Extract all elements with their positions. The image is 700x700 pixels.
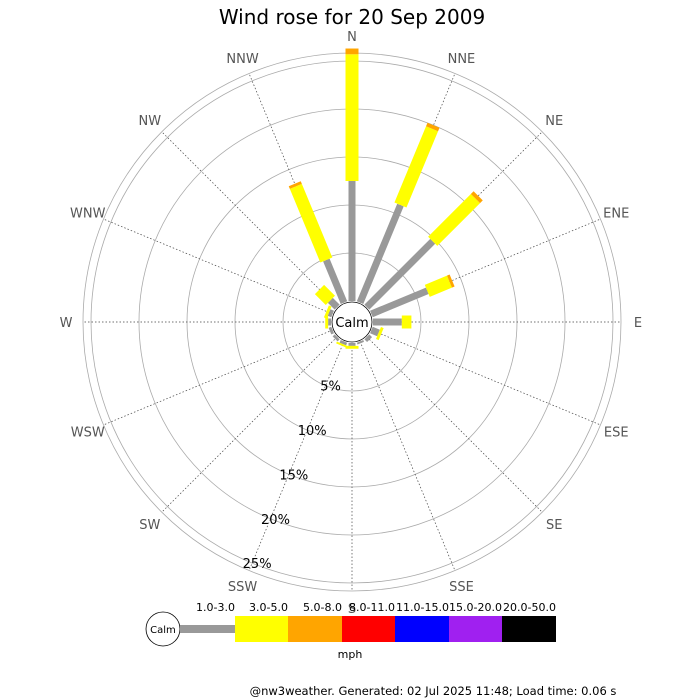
ring-label-4: 20% (261, 513, 290, 528)
direction-label-wnw: WNW (70, 207, 106, 222)
bar-w-bin-2 (325, 315, 329, 329)
spoke-wsw (103, 329, 333, 426)
legend-label-7: 20.0-50.0 (503, 601, 556, 614)
bar-s-bin-2 (345, 345, 359, 349)
legend-label-1: 1.0-3.0 (196, 601, 235, 614)
bar-nne-bin-2 (394, 126, 439, 208)
calm-label: Calm (335, 316, 368, 331)
legend: Calm 1.0-3.0 3.0-5.0 5.0-8.0 8.0-11.0 11.0-1… (145, 601, 556, 661)
direction-labels: N NNE NE ENE E ESE SE SSE S SSW SW WSW W WNW NW NNW (60, 30, 643, 617)
calm-circle (331, 301, 373, 343)
direction-label-e: E (634, 316, 642, 331)
ring-labels: 5% 10% 15% 20% 25% (243, 380, 341, 572)
legend-calm-label: Calm (150, 625, 176, 636)
bar-ssw-bin-1 (339, 340, 348, 346)
legend-label-6: 15.0-20.0 (449, 601, 502, 614)
bar-w-bin-1 (328, 318, 332, 326)
direction-label-se: SE (546, 518, 562, 533)
bar-ne-bin-1 (364, 238, 436, 310)
spoke-sw (161, 336, 338, 513)
bar-nne-bin-3 (426, 122, 440, 132)
direction-label-w: W (60, 316, 73, 331)
calm-center: Calm (331, 301, 373, 343)
footer-text: @nw3weather. Generated: 02 Jul 2025 11:4… (250, 684, 617, 698)
legend-items: 1.0-3.0 3.0-5.0 5.0-8.0 8.0-11.0 11.0-15.0 15… (180, 601, 556, 642)
ring-label-3: 15% (279, 468, 308, 483)
direction-label-ese: ESE (604, 425, 629, 440)
spoke-sse (359, 341, 456, 571)
legend-unit: mph (338, 648, 363, 661)
legend-label-5: 11.0-15.0 (396, 601, 449, 614)
bar-ene-bin-1 (370, 287, 429, 318)
chart-title: Wind rose for 20 Sep 2009 (219, 5, 485, 29)
bar-wsw-bin-1 (328, 326, 334, 335)
legend-label-4: 8.0-11.0 (349, 601, 395, 614)
spoke-wnw (103, 218, 333, 315)
bar-nnw-bin-2 (289, 183, 333, 263)
bar-wnw-bin-2 (323, 305, 332, 319)
direction-label-nw: NW (138, 114, 161, 129)
legend-swatch-1 (180, 625, 235, 633)
bar-ese-bin-1 (370, 326, 380, 337)
spoke-ene (371, 218, 601, 315)
bar-ene-bin-3 (446, 274, 455, 288)
wind-bars (288, 48, 483, 349)
ring-label-2: 10% (298, 424, 327, 439)
bar-ene-bin-2 (424, 275, 452, 297)
bar-e-bin-2 (401, 315, 412, 329)
bar-sw-bin-1 (332, 334, 340, 342)
bar-sse-bin-1 (356, 340, 365, 345)
direction-label-nne: NNE (448, 52, 476, 67)
spoke-ese (371, 329, 601, 426)
legend-label-2: 3.0-5.0 (249, 601, 288, 614)
direction-label-ene: ENE (603, 207, 629, 222)
direction-label-nnw: NNW (226, 52, 258, 67)
legend-label-3: 5.0-8.0 (303, 601, 342, 614)
ring-label-5: 25% (243, 557, 272, 572)
bar-ese-bin-2 (376, 326, 384, 341)
bar-n-bin-2 (345, 54, 359, 181)
bar-n-bin-3 (345, 48, 359, 55)
legend-swatch-4 (342, 616, 395, 642)
spoke-se (366, 336, 543, 513)
bar-ssw-bin-2 (336, 341, 349, 349)
direction-label-ne: NE (545, 114, 563, 129)
bar-ne-bin-3 (470, 191, 483, 204)
legend-swatch-6 (449, 616, 502, 642)
spoke-ssw (248, 341, 345, 571)
direction-label-ssw: SSW (228, 580, 258, 595)
bar-nw-bin-1 (327, 297, 340, 310)
bar-e-bin-1 (373, 318, 402, 326)
ring-label-1: 5% (320, 380, 341, 395)
legend-swatch-7 (502, 616, 556, 642)
bar-s-bin-1 (348, 343, 356, 346)
bar-nnw-bin-3 (288, 181, 302, 189)
direction-label-wsw: WSW (71, 425, 105, 440)
bar-ne-bin-2 (428, 193, 481, 246)
bar-se-bin-1 (364, 334, 373, 343)
direction-label-n: N (347, 30, 357, 45)
legend-swatch-5 (395, 616, 449, 642)
bar-nnw-bin-1 (323, 258, 348, 304)
bar-wnw-bin-1 (327, 309, 334, 318)
spoke-nw (161, 131, 338, 308)
direction-label-sse: SSE (449, 580, 474, 595)
bar-n-bin-1 (348, 181, 356, 301)
legend-swatch-2 (235, 616, 288, 642)
bar-nne-bin-1 (356, 203, 404, 304)
bar-nw-bin-2 (314, 284, 335, 305)
legend-swatch-3 (288, 616, 342, 642)
direction-label-sw: SW (139, 518, 160, 533)
direction-label-s: S (348, 602, 356, 617)
